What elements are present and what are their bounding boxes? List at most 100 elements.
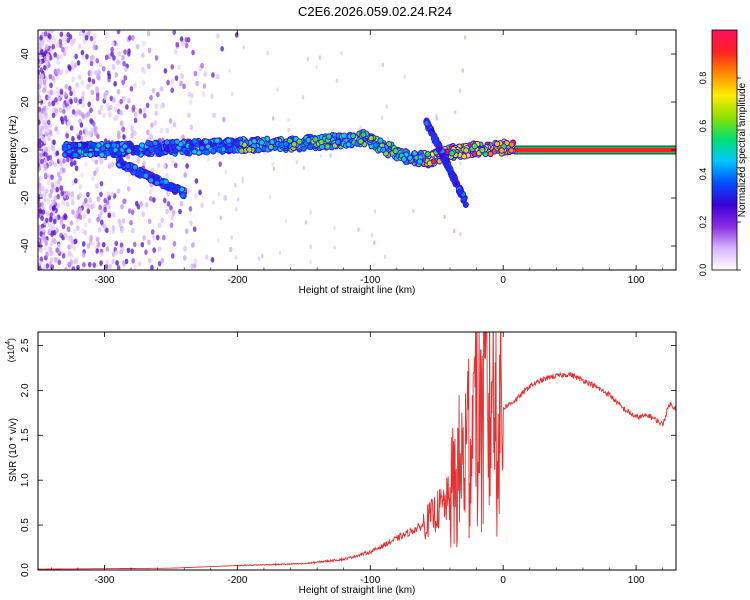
spectrogram-noise-cell xyxy=(49,82,53,89)
spectrogram-noise-cell xyxy=(61,36,66,43)
spectrogram-noise-cell xyxy=(50,30,55,33)
spectrogram-noise-cell xyxy=(50,159,55,166)
spectrogram-noise-cell xyxy=(38,197,41,203)
spectrogram-noise-cell xyxy=(92,44,97,51)
spectrogram-noise-cell xyxy=(261,253,264,259)
spectrogram-noise-cell xyxy=(65,68,69,75)
trace-cell xyxy=(192,139,197,144)
trace-cell xyxy=(287,138,293,143)
spectrogram-noise-cell xyxy=(95,95,100,102)
spectrogram-noise-cell xyxy=(93,33,97,40)
spectrogram-noise-cell xyxy=(212,112,216,119)
trace-cell xyxy=(297,139,302,144)
spectrogram-noise-cell xyxy=(166,201,171,207)
spectrogram-noise-cell xyxy=(179,80,183,87)
colorbar: 0.0 0.2 0.4 0.6 0.8 Normalized spectral ampl… xyxy=(698,29,748,276)
spectrogram-noise-cell xyxy=(91,156,95,163)
spectrogram-noise-cell xyxy=(147,63,151,70)
spectrogram-noise-cell xyxy=(105,246,110,252)
spectrogram-noise-cell xyxy=(329,153,332,158)
spectrogram-noise-cell xyxy=(194,178,199,184)
spectrogram-noise-cell xyxy=(50,182,55,188)
spectrogram-noise-cell xyxy=(97,69,101,76)
spectrogram-noise-cell xyxy=(38,241,41,247)
spectrogram-noise-cell xyxy=(131,258,136,264)
snr-background xyxy=(38,332,676,570)
spectrogram-noise-cell xyxy=(49,89,53,96)
spectrogram-xlabel: Height of straight line (km) xyxy=(299,285,416,296)
snr-xtick-label: -100 xyxy=(360,575,380,586)
spectrogram-noise-cell xyxy=(89,60,94,67)
spectrogram-noise-cell xyxy=(133,111,138,118)
spectrogram-noise-cell xyxy=(131,104,136,111)
spectrogram-noise-cell xyxy=(66,156,70,163)
spectrogram-noise-cell xyxy=(133,117,138,124)
spectrogram-noise-cell xyxy=(78,129,83,136)
spectrogram-noise-cell xyxy=(192,262,197,269)
spectrogram-noise-cell xyxy=(123,49,127,55)
spectrogram-noise-cell xyxy=(127,208,132,214)
spectrogram-noise-cell xyxy=(154,110,158,117)
spectrogram-noise-cell xyxy=(129,219,133,226)
spectrogram-noise-cell xyxy=(71,76,75,83)
spectrogram-noise-cell xyxy=(95,248,100,254)
spectrogram-noise-cell xyxy=(130,248,134,255)
spectrogram-noise-cell xyxy=(65,133,69,139)
spectrogram-noise-cell xyxy=(45,251,49,257)
spectrogram-noise-cell xyxy=(87,261,92,268)
spectrogram-noise-cell xyxy=(99,219,104,225)
spectrogram-noise-cell xyxy=(103,197,107,204)
spectrogram-noise-cell xyxy=(38,129,41,135)
spectrogram-noise-cell xyxy=(295,160,298,165)
spectrogram-noise-cell xyxy=(79,122,84,128)
spectrogram-noise-cell xyxy=(51,112,56,119)
snr-xtick-label: -300 xyxy=(94,575,114,586)
spectrogram-noise-cell xyxy=(152,197,156,203)
spectrogram-noise-cell xyxy=(71,209,75,215)
spectrogram-noise-cell xyxy=(116,265,121,270)
trace-cell xyxy=(319,144,325,150)
trace-cell xyxy=(235,140,240,146)
trace-cell xyxy=(96,143,101,148)
spectrogram-noise-cell xyxy=(59,53,63,60)
trace-cell xyxy=(158,151,163,156)
spectrogram-noise-cell xyxy=(44,147,49,153)
trace-cell xyxy=(125,163,131,168)
spectrogram-noise-cell xyxy=(182,83,186,90)
trace-cell xyxy=(196,150,202,155)
spectrogram-noise-cell xyxy=(69,98,73,105)
spectrogram-noise-cell xyxy=(68,65,72,71)
spectrogram-noise-cell xyxy=(301,95,305,100)
trace-cell xyxy=(203,139,209,144)
spectrogram-noise-cell xyxy=(78,207,83,213)
spectrogram-noise-cell xyxy=(38,119,41,126)
spectrogram-noise-cell xyxy=(151,87,156,94)
spectrogram-noise-cell xyxy=(63,115,68,122)
spectrogram-noise-cell xyxy=(119,98,123,105)
spectrogram-noise-cell xyxy=(110,51,114,57)
spectrogram-noise-cell xyxy=(116,88,121,95)
spectrogram-noise-cell xyxy=(122,134,126,140)
spectrogram-noise-cell xyxy=(187,188,192,194)
snr-xlabel: Height of straight line (km) xyxy=(299,585,416,596)
colorbar-label: Normalized spectral amplitude xyxy=(737,82,748,217)
spectrogram-noise-cell xyxy=(50,174,54,181)
trace-cell xyxy=(252,138,257,144)
spectrogram-noise-cell xyxy=(95,87,99,94)
trace-cell xyxy=(424,121,429,126)
spectrogram-noise-cell xyxy=(44,217,49,224)
spectrogram-noise-cell xyxy=(55,186,60,193)
trace-cell xyxy=(278,142,284,148)
spectrogram-noise-cell xyxy=(86,208,91,215)
spectrogram-noise-cell xyxy=(39,67,44,73)
spectrogram-noise-cell xyxy=(179,200,184,207)
spectrogram-noise-cell xyxy=(91,78,96,85)
spectrogram-noise-cell xyxy=(160,257,165,264)
spectrogram-noise-cell xyxy=(112,55,116,61)
spectrogram-noise-cell xyxy=(69,161,74,167)
spectrogram-noise-cell xyxy=(84,222,88,228)
spectrogram-noise-cell xyxy=(140,66,145,73)
spectrogram-noise-cell xyxy=(50,199,55,205)
chart-title: C2E6.2026.059.02.24.R24 xyxy=(298,4,452,19)
spectrogram-noise-cell xyxy=(111,228,115,235)
